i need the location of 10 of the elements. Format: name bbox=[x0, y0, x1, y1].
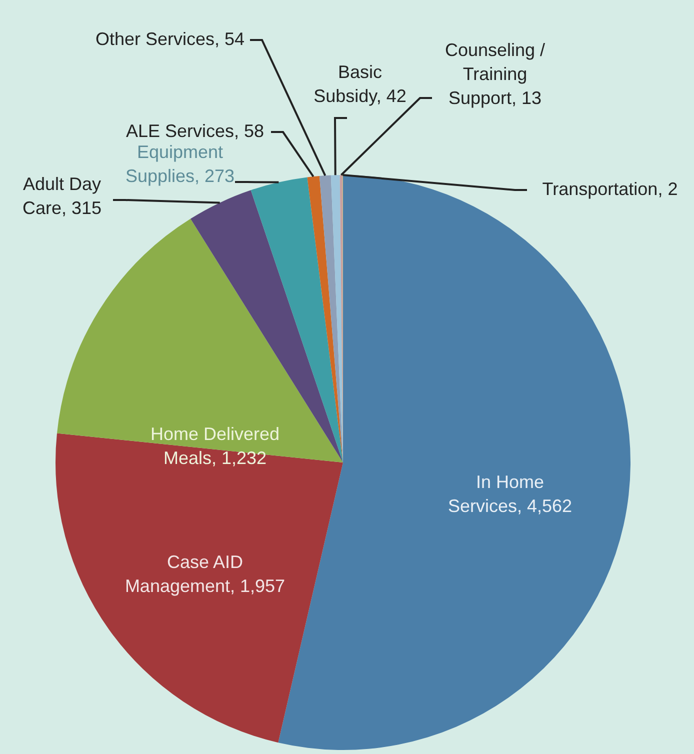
slice-label: Transportation, 2 bbox=[542, 178, 678, 199]
slice-label: Basic Subsidy, 42 bbox=[314, 62, 406, 106]
slice-label: Home Delivered Meals, 1,232 bbox=[150, 424, 280, 468]
slice-label: Equipment Supplies, 273 bbox=[125, 142, 235, 186]
slice-label: ALE Services, 58 bbox=[126, 120, 264, 141]
slice-label: Adult Day Care, 315 bbox=[22, 174, 102, 218]
slice-label: Case AID Management, 1,957 bbox=[124, 552, 286, 596]
slice-label: In Home Services, 4,562 bbox=[448, 472, 572, 516]
slice-label: Counseling / Training Support, 13 bbox=[444, 40, 546, 108]
slice-label: Other Services, 54 bbox=[95, 28, 245, 49]
